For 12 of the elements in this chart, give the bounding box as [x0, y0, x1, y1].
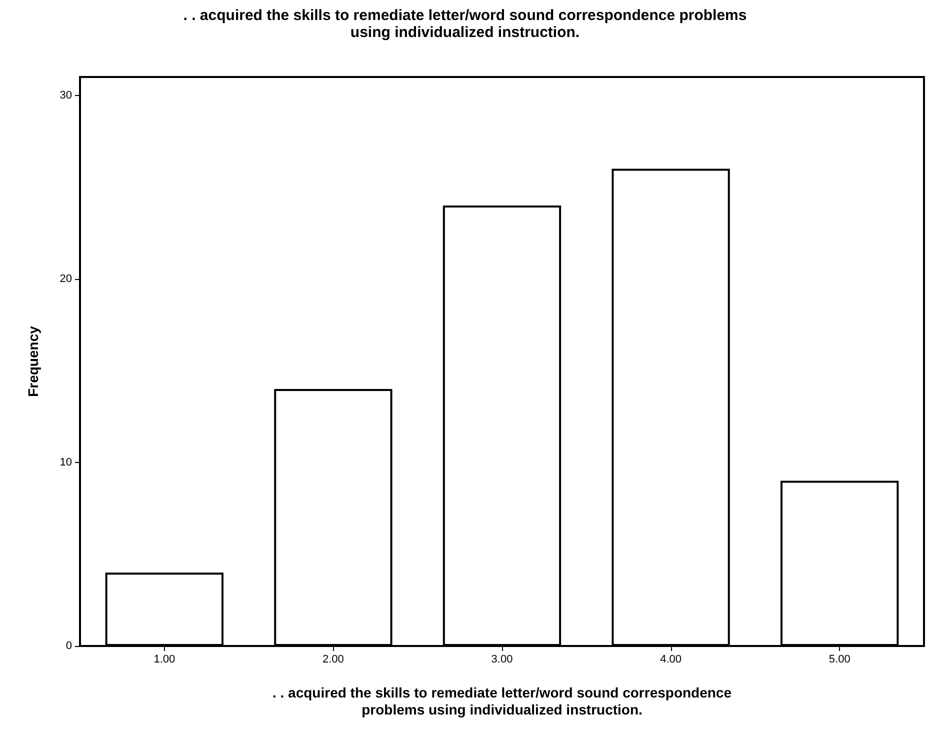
chart-title: . . acquired the skills to remediate letter/word sound correspondence problems using individualized instruction.: [183, 7, 747, 41]
x-tick-label: 2.00: [322, 654, 344, 666]
x-tick-label: 5.00: [828, 654, 850, 666]
x-tick-label: 3.00: [491, 654, 513, 666]
x-tick-label: 4.00: [660, 654, 682, 666]
x-axis-title: . . acquired the skills to remediate letter/word sound correspondence problems using individualized instruction.: [272, 684, 732, 718]
y-tick-label: 30: [60, 89, 72, 102]
x-tick-label: 1.00: [154, 654, 176, 666]
y-tick-label: 20: [60, 272, 72, 285]
y-tick-label: 0: [66, 640, 72, 652]
y-tick-label: 10: [60, 456, 72, 468]
y-axis-title: Frequency: [25, 326, 41, 397]
